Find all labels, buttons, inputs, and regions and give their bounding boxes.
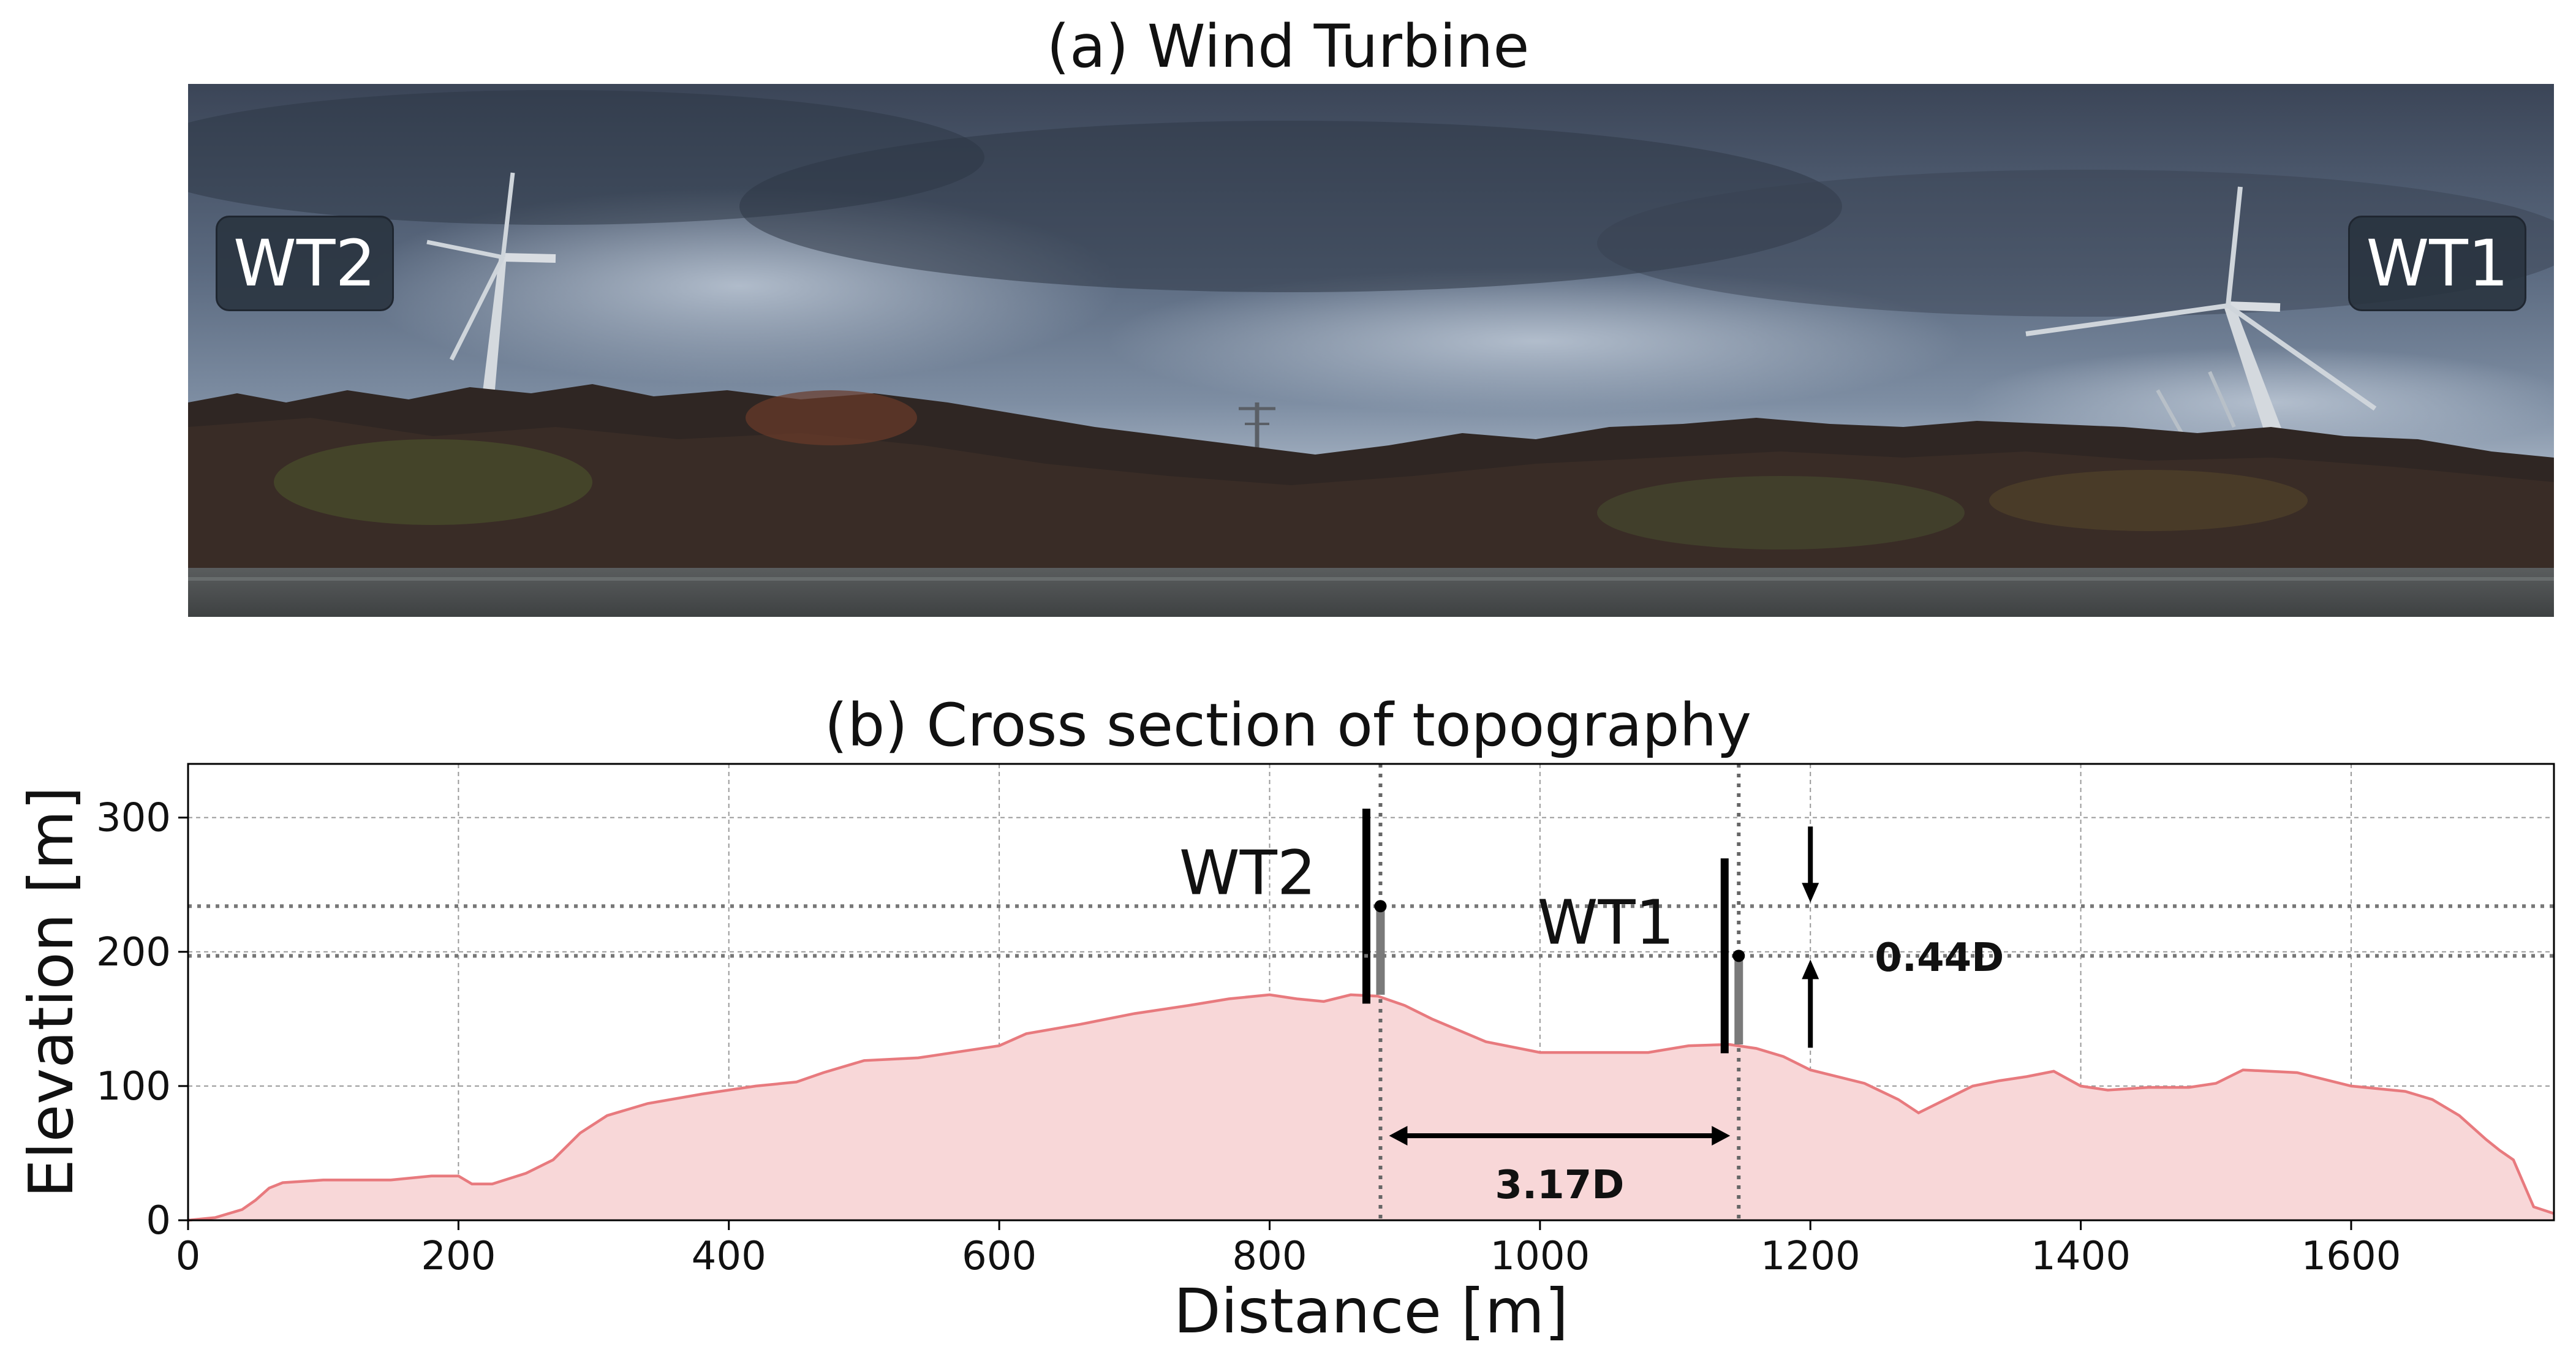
photo-panel-title: (a) Wind Turbine	[1046, 12, 1530, 81]
turbine-hub	[1732, 950, 1745, 962]
distance-arrow-head	[1712, 1125, 1731, 1146]
x-tick-label: 0	[176, 1234, 201, 1279]
x-tick-label: 200	[421, 1234, 496, 1279]
y-tick-label: 0	[146, 1198, 171, 1244]
x-tick-label: 1600	[2302, 1234, 2401, 1279]
y-tick-label: 200	[96, 930, 171, 975]
plot-frame	[187, 763, 2555, 1221]
wt2-photo-label: WT2	[216, 216, 394, 311]
x-tick-label: 1400	[2031, 1234, 2131, 1279]
chart-title: (b) Cross section of topography	[824, 691, 1752, 760]
offset-arrow-head	[1802, 883, 1819, 903]
turbine-wt2-graphic	[426, 172, 556, 396]
offset-label: 0.44D	[1875, 935, 2004, 981]
x-tick-label: 800	[1232, 1234, 1307, 1279]
wt1-photo-label: WT1	[2348, 216, 2526, 311]
x-tick-label: 400	[692, 1234, 766, 1279]
wind-turbine-photo: WT2 WT1	[188, 84, 2554, 617]
distance-arrow-head	[1389, 1125, 1408, 1146]
distance-label: 3.17D	[1495, 1163, 1624, 1208]
turbine-label: WT2	[1179, 837, 1316, 908]
chart-annotations: WT2 WT1 3.17D 0.44D	[188, 764, 2554, 1220]
turbine-label: WT1	[1538, 886, 1675, 958]
y-axis-label: Elevation [m]	[15, 787, 87, 1198]
axis-ticks: 0 200 400 600 800 1000 1200 1400 1600 0 100 200 300	[96, 796, 2401, 1279]
terrain-profile-line	[187, 993, 2555, 1222]
x-tick-label: 1200	[1761, 1234, 1860, 1279]
y-tick-label: 300	[96, 796, 171, 841]
y-tick-label: 100	[96, 1064, 171, 1109]
turbine-wt1-graphic	[2025, 186, 2377, 440]
terrain-area	[188, 994, 2554, 1220]
turbine-hub	[1374, 900, 1387, 913]
x-tick-label: 1000	[1490, 1234, 1590, 1279]
offset-arrow-head	[1802, 959, 1819, 980]
x-axis-label: Distance [m]	[1174, 1275, 1568, 1347]
x-tick-label: 600	[962, 1234, 1037, 1279]
